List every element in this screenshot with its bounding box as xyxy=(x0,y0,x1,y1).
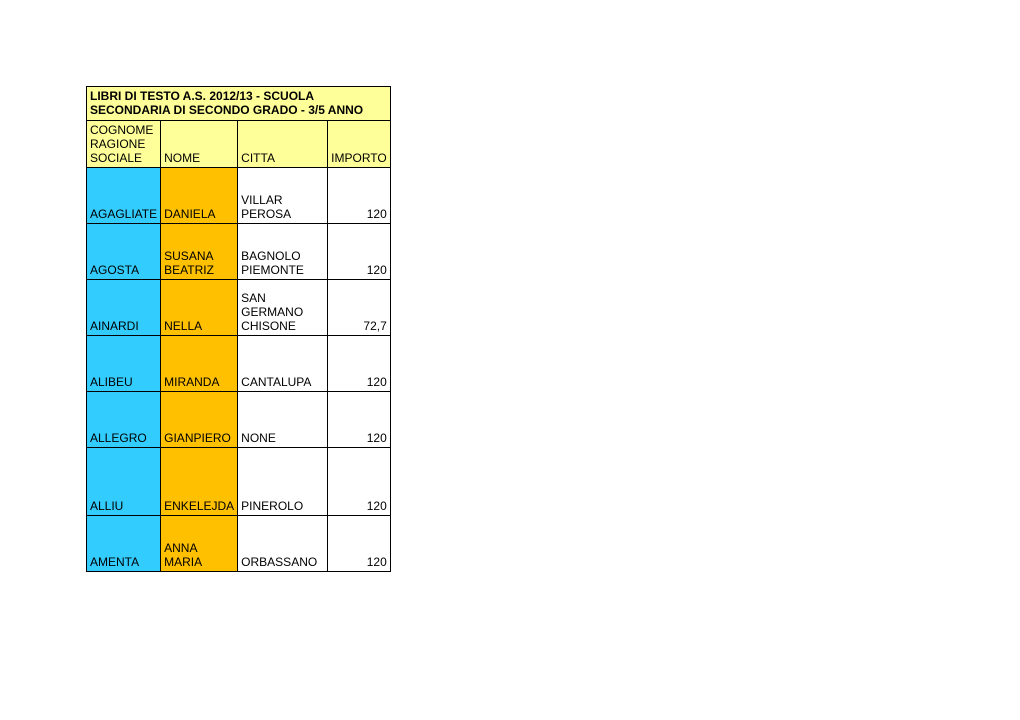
column-header: COGNOME RAGIONE SOCIALE xyxy=(87,121,161,168)
cell: 120 xyxy=(328,336,391,392)
cell: 120 xyxy=(328,392,391,448)
cell: 120 xyxy=(328,516,391,572)
cell: ALIBEU xyxy=(87,336,161,392)
cell: ALLIU xyxy=(87,448,161,516)
cell: NELLA xyxy=(161,280,238,336)
table-row: AMENTAANNA MARIAORBASSANO120 xyxy=(87,516,391,572)
cell: DANIELA xyxy=(161,168,238,224)
cell: GIANPIERO xyxy=(161,392,238,448)
cell: ENKELEJDA xyxy=(161,448,238,516)
textbook-table: LIBRI DI TESTO A.S. 2012/13 - SCUOLA SEC… xyxy=(86,86,391,572)
cell: SUSANA BEATRIZ xyxy=(161,224,238,280)
column-header: CITTA xyxy=(238,121,328,168)
cell: CANTALUPA xyxy=(238,336,328,392)
table-title: LIBRI DI TESTO A.S. 2012/13 - SCUOLA SEC… xyxy=(87,87,391,121)
cell: ORBASSANO xyxy=(238,516,328,572)
cell: VILLAR PEROSA xyxy=(238,168,328,224)
cell: 120 xyxy=(328,224,391,280)
table-row: AGOSTASUSANA BEATRIZBAGNOLO PIEMONTE120 xyxy=(87,224,391,280)
cell: 72,7 xyxy=(328,280,391,336)
cell: NONE xyxy=(238,392,328,448)
column-header: IMPORTO xyxy=(328,121,391,168)
cell: ALLEGRO xyxy=(87,392,161,448)
cell: AMENTA xyxy=(87,516,161,572)
table-row: ALIBEUMIRANDACANTALUPA120 xyxy=(87,336,391,392)
cell: 120 xyxy=(328,448,391,516)
cell: MIRANDA xyxy=(161,336,238,392)
cell: ANNA MARIA xyxy=(161,516,238,572)
table-row: ALLEGROGIANPIERONONE120 xyxy=(87,392,391,448)
cell: SAN GERMANO CHISONE xyxy=(238,280,328,336)
cell: AINARDI xyxy=(87,280,161,336)
cell: BAGNOLO PIEMONTE xyxy=(238,224,328,280)
cell: 120 xyxy=(328,168,391,224)
cell: AGAGLIATE xyxy=(87,168,161,224)
cell: AGOSTA xyxy=(87,224,161,280)
column-header: NOME xyxy=(161,121,238,168)
table-row: ALLIUENKELEJDAPINEROLO120 xyxy=(87,448,391,516)
table-row: AGAGLIATEDANIELAVILLAR PEROSA120 xyxy=(87,168,391,224)
table-row: AINARDINELLASAN GERMANO CHISONE72,7 xyxy=(87,280,391,336)
cell: PINEROLO xyxy=(238,448,328,516)
